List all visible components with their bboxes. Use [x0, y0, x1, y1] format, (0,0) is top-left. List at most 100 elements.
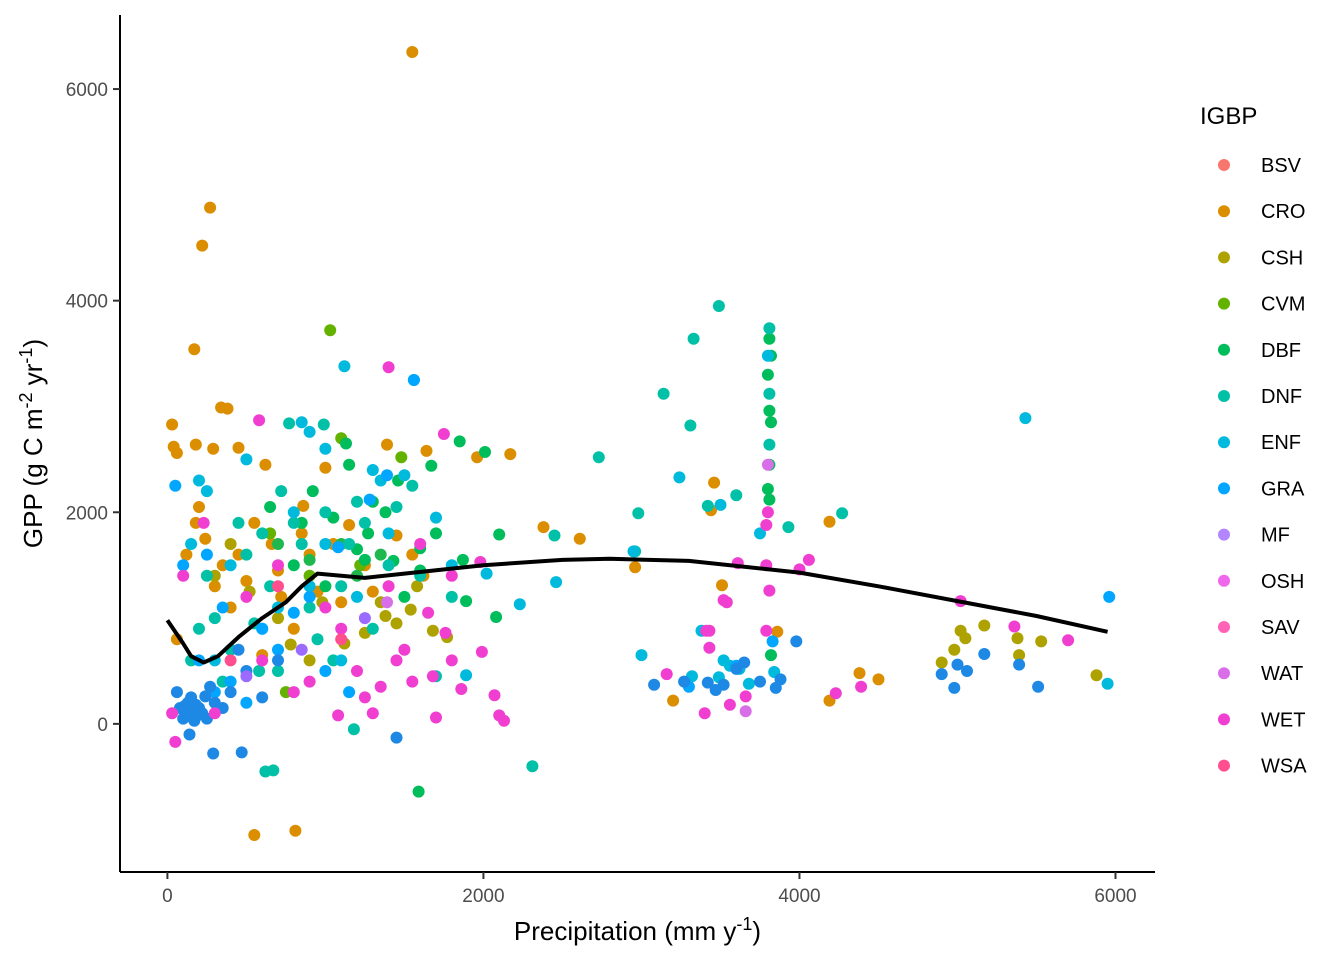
data-point-enf — [335, 580, 348, 593]
data-point-osh — [701, 676, 714, 689]
data-point-dbf — [340, 437, 352, 450]
data-point-wsa — [272, 580, 284, 593]
data-point-gra — [382, 527, 395, 540]
data-point-osh — [1013, 658, 1026, 671]
x-tick-label: 6000 — [1094, 886, 1136, 907]
data-point-gra — [430, 511, 442, 524]
legend-label-wsa: WSA — [1261, 756, 1307, 778]
y-tick-label: 4000 — [66, 292, 108, 313]
legend-label-cvm: CVM — [1261, 294, 1305, 316]
data-point-enf — [382, 559, 395, 572]
data-point-enf — [701, 499, 714, 512]
data-point-mf — [332, 541, 345, 554]
data-point-enf — [272, 665, 284, 677]
data-point-gra — [303, 425, 316, 438]
data-point-wet — [437, 428, 450, 440]
data-point-wet — [256, 654, 269, 667]
data-point-csh — [390, 617, 403, 630]
data-point-gra — [1101, 677, 1114, 690]
data-point-enf — [836, 507, 849, 520]
data-point-mf — [407, 374, 420, 386]
data-point-sav — [295, 643, 308, 656]
data-point-gra — [185, 538, 198, 550]
data-point-cro — [823, 515, 836, 528]
data-point-gra — [717, 654, 730, 667]
legend-key-wat — [1218, 667, 1230, 680]
data-point-dbf — [453, 435, 466, 448]
data-point-dbf — [456, 553, 469, 566]
data-point-wet — [698, 707, 711, 720]
data-point-osh — [730, 662, 743, 675]
axes-layer: 0 2000 4000 6000 0 2000 4000 6000 Precipitation … — [16, 15, 1155, 946]
data-point-mf — [766, 635, 779, 648]
data-point-cro — [204, 201, 217, 214]
data-point-dbf — [763, 404, 776, 417]
data-point-cro — [667, 694, 680, 707]
data-point-cro — [207, 442, 220, 455]
data-point-wet — [1008, 620, 1021, 633]
data-point-osh — [390, 731, 403, 744]
data-point-gra — [673, 471, 686, 484]
data-point-wet — [319, 601, 332, 614]
data-point-enf — [267, 764, 280, 777]
data-point-dbf — [490, 611, 503, 623]
data-point-csh — [411, 580, 424, 593]
data-point-mf — [303, 590, 316, 603]
data-point-csh — [224, 538, 237, 550]
x-tick-label: 4000 — [778, 886, 820, 907]
data-point-enf — [592, 451, 605, 464]
data-point-osh — [256, 691, 269, 704]
data-point-enf — [193, 622, 205, 635]
x-tick-label: 0 — [162, 886, 173, 907]
data-point-wet — [398, 643, 411, 656]
data-point-enf — [730, 489, 743, 502]
data-point-gra — [761, 349, 774, 362]
data-point-cro — [196, 239, 209, 252]
data-point-gra — [240, 453, 253, 466]
data-point-cro — [853, 667, 866, 680]
legend-label-gra: GRA — [1261, 478, 1305, 500]
data-point-osh — [1032, 680, 1045, 693]
data-point-dbf — [319, 580, 332, 593]
data-point-wet — [760, 519, 773, 531]
data-point-osh — [790, 635, 803, 648]
data-point-enf — [657, 387, 670, 400]
data-point-wet — [829, 687, 842, 700]
data-point-osh — [207, 747, 220, 760]
data-point-wet — [445, 654, 458, 667]
data-point-csh — [1011, 632, 1024, 645]
data-point-mf — [256, 622, 269, 635]
data-point-cro — [573, 532, 586, 545]
data-point-cro — [189, 438, 202, 451]
data-point-dbf — [412, 785, 425, 798]
data-point-wat — [761, 458, 774, 471]
data-point-dbf — [493, 528, 506, 541]
data-point-mf — [381, 469, 393, 482]
data-point-enf — [406, 479, 419, 492]
data-point-cro — [180, 548, 193, 561]
data-point-dbf — [358, 553, 371, 566]
data-point-gra — [200, 485, 213, 498]
legend-key-csh — [1218, 251, 1230, 264]
data-point-gra — [319, 538, 332, 550]
data-point-wet — [166, 707, 179, 720]
data-point-cro — [193, 501, 205, 513]
data-point-wet — [382, 361, 395, 374]
data-point-cro — [406, 46, 419, 58]
data-point-enf — [256, 527, 269, 540]
data-point-gra — [635, 649, 648, 662]
data-point-dnf — [303, 553, 316, 566]
legend-key-osh — [1218, 574, 1230, 587]
data-point-wet — [761, 506, 774, 519]
x-axis-title: Precipitation (mm y-1) — [514, 914, 761, 946]
data-point-cro — [289, 824, 302, 837]
data-point-cro — [420, 444, 433, 457]
legend-key-wet — [1218, 713, 1230, 726]
legend-title: IGBP — [1200, 103, 1257, 130]
data-point-osh — [224, 686, 237, 699]
data-point-csh — [404, 603, 417, 616]
data-point-wet — [414, 538, 427, 550]
x-tick-label: 2000 — [462, 886, 504, 907]
data-point-wet — [422, 606, 435, 619]
data-point-wet — [430, 711, 442, 724]
